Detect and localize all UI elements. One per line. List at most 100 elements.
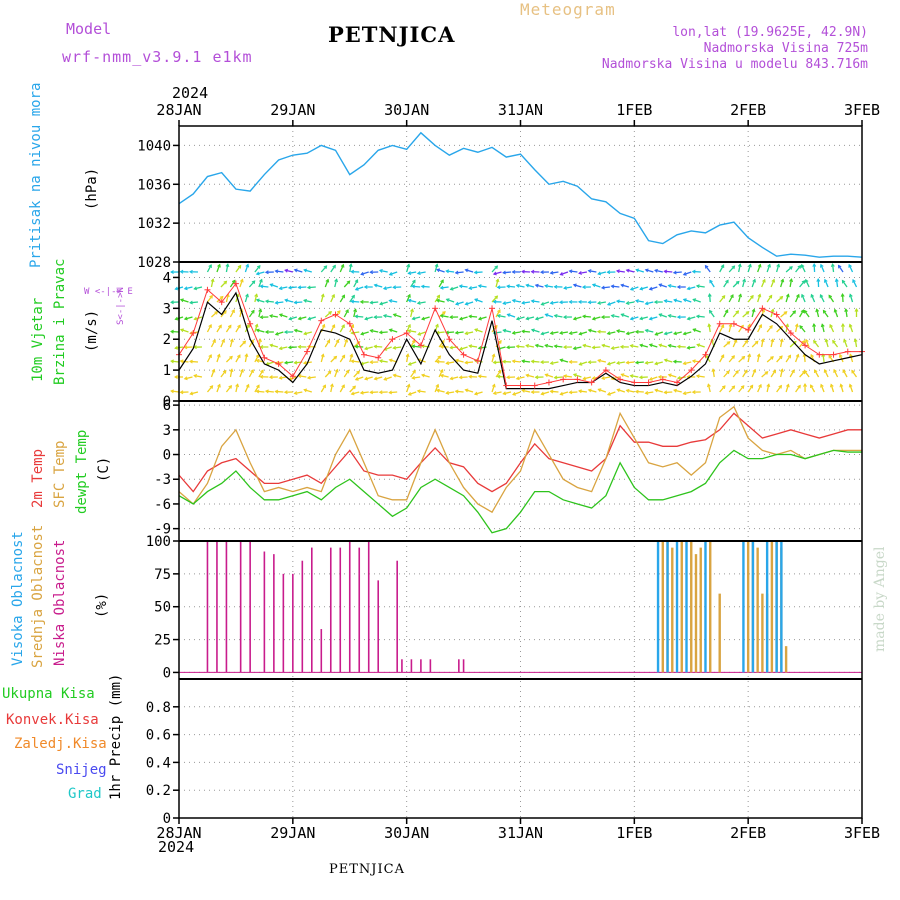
precip-snow-label: Snijeg: [56, 762, 107, 778]
wind-arrow: [751, 309, 755, 318]
wind-arrow-head: [639, 316, 644, 321]
wind-arrow-head: [748, 263, 752, 268]
wind-arrow: [465, 301, 474, 306]
wind-arrow: [269, 344, 279, 348]
wind-arrow: [491, 354, 495, 363]
cloud-tick-label: 25: [154, 633, 171, 649]
wind-arrow: [649, 286, 658, 290]
wind-arrow-head: [572, 373, 577, 378]
wind-arrow: [833, 369, 839, 378]
wind-arrow: [579, 361, 588, 366]
wind-arrow-head: [842, 369, 847, 374]
wind-arrow: [275, 301, 284, 304]
wind-arrow: [474, 328, 483, 333]
wind-arrow: [779, 369, 784, 378]
wind-arrow-head: [619, 344, 624, 349]
wind-arrow-head: [749, 384, 754, 389]
wind-arrow: [601, 344, 611, 348]
wind-arrow-head: [303, 388, 308, 393]
wind-arrow-head: [340, 263, 345, 268]
wind-arrow-head: [553, 314, 558, 318]
wind-arrow-head: [686, 316, 691, 321]
wind-arrow-head: [435, 383, 440, 388]
wind-arrow-head: [283, 330, 288, 335]
wind-arrow-head: [779, 338, 784, 343]
wind-arrow: [742, 340, 748, 348]
wind-arrow-head: [828, 354, 833, 359]
wind-tick-label: 4: [163, 270, 171, 286]
wind-arrow-head: [544, 313, 549, 318]
wind-arrow: [512, 331, 521, 334]
wind-arrow-head: [274, 269, 279, 274]
wind-arrow: [389, 271, 398, 276]
wind-arrow-head: [506, 345, 510, 350]
wind-arrow: [474, 391, 483, 395]
wind-arrow-head: [663, 358, 668, 363]
wind-arrow-head: [283, 390, 288, 395]
wind-arrow-head: [644, 301, 649, 306]
wind-arrow-head: [832, 339, 836, 344]
wind-arrow-head: [256, 384, 260, 389]
model-elevation-label: Nadmorska Visina u modelu 843.716m: [601, 57, 868, 72]
wind-arrow-head: [349, 353, 354, 358]
wind-arrow-head: [274, 389, 279, 394]
wind-arrow: [210, 339, 216, 348]
wind-arrow-head: [323, 265, 328, 270]
wind-arrow: [832, 340, 839, 348]
wind-arrow-head: [534, 343, 539, 348]
wind-arrow-head: [601, 376, 606, 381]
wind-arrow-head: [616, 388, 621, 393]
wind-arrow: [189, 301, 199, 304]
wind-arrow: [635, 269, 645, 273]
wind-arrow-head: [379, 301, 384, 306]
elevation-label: Nadmorska Visina 725m: [703, 41, 868, 56]
wind-arrow-head: [179, 298, 184, 303]
wind-arrow-head: [336, 310, 341, 314]
wind-arrow: [339, 264, 345, 273]
wind-arrow-head: [676, 375, 681, 380]
wind-arrow: [579, 331, 588, 335]
wind-arrow: [389, 391, 398, 394]
wind-arrow-head: [445, 269, 450, 274]
wind-arrow-head: [525, 316, 530, 321]
wind-arrow: [813, 340, 820, 348]
wind-arrow-head: [707, 323, 712, 328]
wind-arrow: [343, 369, 350, 378]
wind-arrow: [244, 264, 249, 273]
wind-arrow-head: [744, 339, 748, 344]
wind-arrow: [417, 390, 426, 393]
wind-arrow-head: [601, 343, 606, 348]
wind-arrow-head: [776, 263, 781, 268]
wind-arrow-head: [767, 263, 771, 268]
pressure-tick-label: 1032: [137, 216, 171, 232]
wind-arrow: [611, 285, 620, 288]
wind-arrow: [626, 389, 635, 393]
wind-arrow: [298, 286, 307, 289]
wind-arrow: [393, 313, 402, 318]
wind-arrow: [438, 279, 444, 288]
wind-arrow: [544, 285, 554, 288]
wind-arrow-head: [530, 299, 535, 304]
wind-arrow: [803, 310, 810, 318]
wind-arrow: [849, 354, 854, 363]
wind-arrow: [294, 391, 303, 395]
wind-arrow: [810, 294, 816, 303]
wind-arrow-head: [823, 278, 828, 283]
wind-arrow-head: [183, 316, 188, 321]
wind-arrow: [626, 269, 635, 273]
wind-arrow: [436, 389, 445, 393]
wind-arrow: [421, 316, 430, 320]
wind-arrow-head: [770, 338, 775, 343]
wind-arrow: [732, 339, 738, 348]
wind-arrow-head: [686, 345, 691, 350]
wind-arrow-head: [356, 370, 360, 375]
wind-arrow: [822, 310, 829, 318]
wind-arrow-head: [369, 328, 374, 333]
precip-total-label: Ukupna Kisa: [2, 686, 95, 702]
wind-arrow: [649, 376, 658, 381]
wind-arrow: [294, 269, 303, 273]
wind-arrow-head: [828, 294, 833, 299]
wind-arrow: [719, 324, 725, 333]
wind-arrow-head: [373, 376, 378, 381]
wind-arrow-head: [731, 265, 736, 270]
